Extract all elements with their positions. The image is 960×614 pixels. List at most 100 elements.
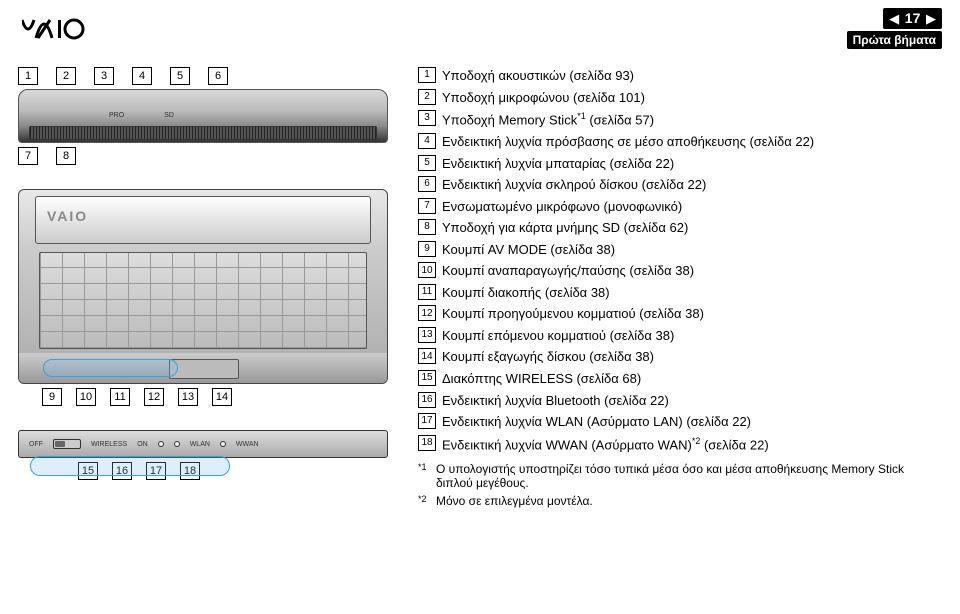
page-nav[interactable]: ◀ 17 ▶ (883, 8, 942, 29)
feature-number: 13 (418, 327, 436, 343)
wwan-led (220, 441, 226, 447)
feature-item: 3 Υποδοχή Memory Stick*1 (σελίδα 57) (418, 110, 942, 129)
wwan-label: WWAN (236, 441, 259, 448)
laptop-body: VAIO (18, 189, 388, 384)
feature-number: 6 (418, 176, 436, 192)
switch-panel: OFF WIRELESS ON WLAN WWAN (18, 430, 388, 458)
highlight-ring (30, 456, 230, 476)
feature-number: 3 (418, 110, 436, 126)
slot-pro-label: PRO (109, 112, 124, 119)
bt-led (158, 441, 164, 447)
vaio-mark: VAIO (47, 208, 88, 224)
callout-box: 5 (170, 67, 190, 85)
feature-text: Ενσωματωμένο μικρόφωνο (μονοφωνικό) (442, 198, 942, 216)
footnotes: *1Ο υπολογιστής υποστηρίζει τόσο τυπικά … (418, 462, 942, 508)
footnote-ref: *2 (692, 436, 701, 446)
feature-item: 13 Κουμπί επόμενου κομματιού (σελίδα 38) (418, 327, 942, 345)
feature-text: Ενδεικτική λυχνία μπαταρίας (σελίδα 22) (442, 155, 942, 173)
feature-item: 7Ενσωματωμένο μικρόφωνο (μονοφωνικό) (418, 198, 942, 216)
keyboard (39, 252, 367, 349)
nav-next-icon[interactable]: ▶ (926, 11, 936, 26)
feature-text: Διακόπτης WIRELESS (σελίδα 68) (442, 370, 942, 388)
wireless-label: WIRELESS (91, 441, 127, 448)
feature-item: 10 Κουμπί αναπαραγωγής/παύσης (σελίδα 38) (418, 262, 942, 280)
vaio-logo (22, 18, 112, 43)
feature-text: Υποδοχή ακουστικών (σελίδα 93) (442, 67, 942, 85)
on-label: ON (137, 441, 148, 448)
feature-item: 5 Ενδεικτική λυχνία μπαταρίας (σελίδα 22) (418, 155, 942, 173)
feature-number: 10 (418, 262, 436, 278)
footnote-mark: *2 (418, 494, 436, 508)
feature-item: 4 Ενδεικτική λυχνία πρόσβασης σε μέσο απο… (418, 133, 942, 151)
footnote: *1Ο υπολογιστής υποστηρίζει τόσο τυπικά … (418, 462, 942, 490)
feature-number: 5 (418, 155, 436, 171)
callout-box: 9 (42, 388, 62, 406)
feature-item: 1 Υποδοχή ακουστικών (σελίδα 93) (418, 67, 942, 85)
callout-box: 14 (212, 388, 232, 406)
feature-number: 8 (418, 219, 436, 235)
feature-text: Ενδεικτική λυχνία πρόσβασης σε μέσο αποθ… (442, 133, 942, 151)
slot-sd-label: SD (164, 112, 174, 119)
callout-box: 2 (56, 67, 76, 85)
feature-item: 12 Κουμπί προηγούμενου κομματιού (σελίδα … (418, 305, 942, 323)
feature-number: 11 (418, 284, 436, 300)
callout-box: 7 (18, 147, 38, 165)
feature-text: Κουμπί εξαγωγής δίσκου (σελίδα 38) (442, 348, 942, 366)
diagram-laptop-open: VAIO 9 10 11 12 13 14 (18, 189, 388, 406)
feature-text: Κουμπί αναπαραγωγής/παύσης (σελίδα 38) (442, 262, 942, 280)
feature-item: 2 Υποδοχή μικροφώνου (σελίδα 101) (418, 89, 942, 107)
page-header: ◀ 17 ▶ Πρώτα βήματα (0, 0, 960, 33)
feature-item: 11 Κουμπί διακοπής (σελίδα 38) (418, 284, 942, 302)
feature-number: 1 (418, 67, 436, 83)
footnote-text: Ο υπολογιστής υποστηρίζει τόσο τυπικά μέ… (436, 462, 942, 490)
diagram-top-edge: 123456 PRO SD 78 (18, 67, 388, 165)
feature-list: 1 Υποδοχή ακουστικών (σελίδα 93) 2 Υποδοχή … (418, 67, 942, 454)
callout-box: 1 (18, 67, 38, 85)
feature-text: Ενδεικτική λυχνία WWAN (Ασύρματο WAN)*2 … (442, 435, 942, 454)
feature-item: 16 Ενδεικτική λυχνία Bluetooth (σελίδα 22… (418, 392, 942, 410)
feature-item: 18 Ενδεικτική λυχνία WWAN (Ασύρματο WAN)*… (418, 435, 942, 454)
feature-number: 14 (418, 348, 436, 364)
feature-text: Ενδεικτική λυχνία σκληρού δίσκου (σελίδα… (442, 176, 942, 194)
callout-box: 12 (144, 388, 164, 406)
feature-item: 9Κουμπί AV MODE (σελίδα 38) (418, 241, 942, 259)
feature-text: Ενδεικτική λυχνία WLAN (Ασύρματο LAN) (σ… (442, 413, 942, 431)
feature-text: Υποδοχή μικροφώνου (σελίδα 101) (442, 89, 942, 107)
feature-number: 16 (418, 392, 436, 408)
feature-text: Ενδεικτική λυχνία Bluetooth (σελίδα 22) (442, 392, 942, 410)
feature-number: 17 (418, 413, 436, 429)
callout-box: 6 (208, 67, 228, 85)
feature-text: Κουμπί επόμενου κομματιού (σελίδα 38) (442, 327, 942, 345)
footnote-ref: *1 (577, 111, 586, 121)
callout-box: 13 (178, 388, 198, 406)
diagram-column: 123456 PRO SD 78 VAIO 91011121314 (18, 67, 418, 512)
wlan-label: WLAN (190, 441, 210, 448)
feature-number: 9 (418, 241, 436, 257)
feature-item: 14 Κουμπί εξαγωγής δίσκου (σελίδα 38) (418, 348, 942, 366)
feature-number: 4 (418, 133, 436, 149)
feature-text: Κουμπί διακοπής (σελίδα 38) (442, 284, 942, 302)
callout-box: 10 (76, 388, 96, 406)
feature-list-column: 1 Υποδοχή ακουστικών (σελίδα 93) 2 Υποδοχή … (418, 67, 942, 512)
feature-item: 6 Ενδεικτική λυχνία σκληρού δίσκου (σελίδ… (418, 176, 942, 194)
breadcrumb[interactable]: Πρώτα βήματα (847, 31, 942, 49)
footnote-mark: *1 (418, 462, 436, 490)
off-label: OFF (29, 441, 43, 448)
feature-text: Υποδοχή για κάρτα μνήμης SD (σελίδα 62) (442, 219, 942, 237)
feature-number: 12 (418, 305, 436, 321)
laptop-top-view: PRO SD (18, 89, 388, 143)
feature-number: 18 (418, 435, 436, 451)
callout-box: 3 (94, 67, 114, 85)
callout-box: 11 (110, 388, 130, 406)
feature-number: 2 (418, 89, 436, 105)
nav-prev-icon[interactable]: ◀ (889, 11, 899, 26)
wireless-switch[interactable] (53, 439, 81, 449)
feature-text: Κουμπί προηγούμενου κομματιού (σελίδα 38… (442, 305, 942, 323)
feature-text: Υποδοχή Memory Stick*1 (σελίδα 57) (442, 110, 942, 129)
footnote: *2Μόνο σε επιλεγμένα μοντέλα. (418, 494, 942, 508)
feature-number: 15 (418, 370, 436, 386)
trackpad (169, 359, 239, 379)
page-number: 17 (905, 10, 921, 26)
wlan-led (174, 441, 180, 447)
footnote-text: Μόνο σε επιλεγμένα μοντέλα. (436, 494, 942, 508)
